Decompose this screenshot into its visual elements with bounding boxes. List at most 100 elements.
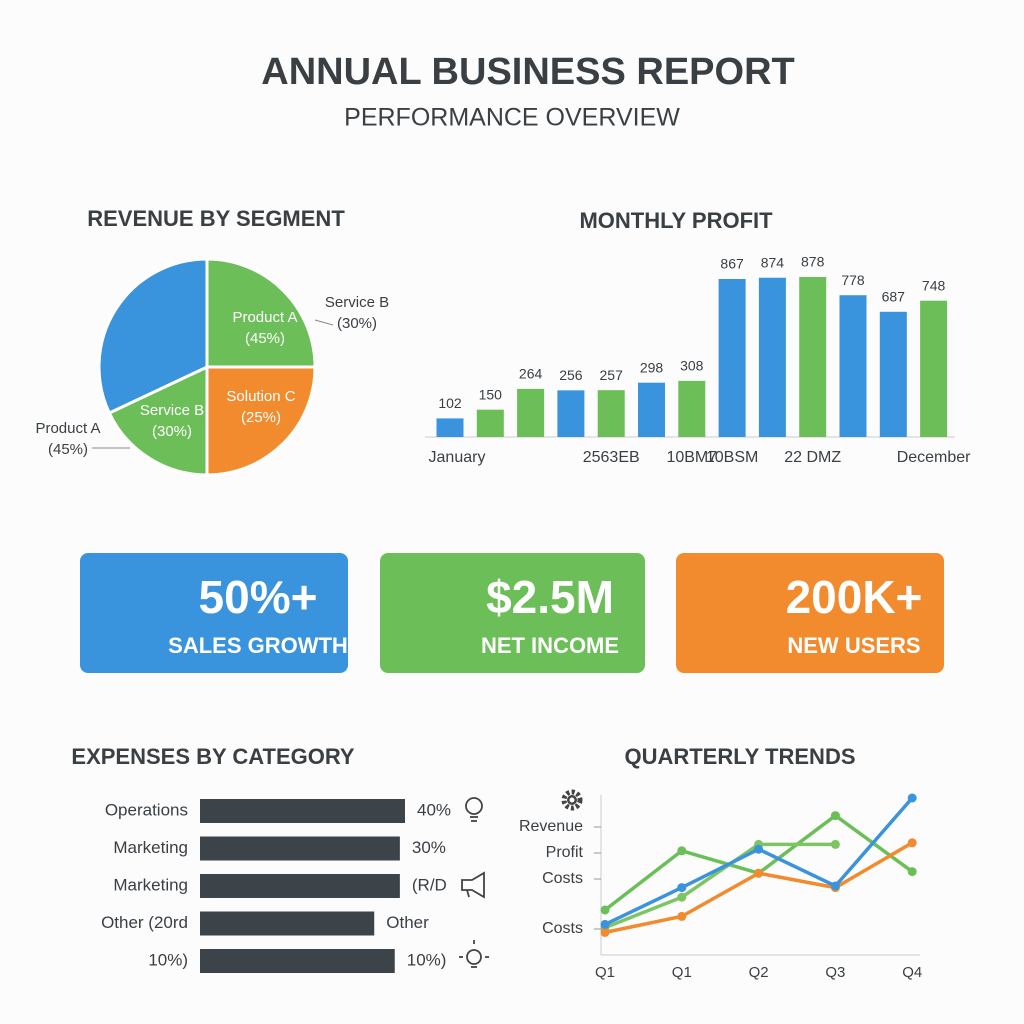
- gear-icon: [561, 789, 583, 811]
- page-subtitle: PERFORMANCE OVERVIEW: [344, 104, 680, 132]
- chart-title: EXPENSES BY CATEGORY: [71, 744, 355, 769]
- bar: [718, 279, 746, 437]
- value-label: 874: [761, 254, 785, 270]
- value-label: 102: [438, 395, 462, 411]
- bar: [476, 409, 504, 437]
- end-label: 40%: [417, 800, 451, 819]
- kpi-label: NET INCOME: [481, 633, 619, 658]
- bar: [799, 277, 827, 437]
- leader-line: [314, 319, 334, 326]
- y-label: Revenue: [519, 818, 583, 835]
- value-label: 878: [801, 254, 825, 270]
- bar: [678, 380, 706, 437]
- end-label: 10%): [407, 950, 447, 969]
- value-label: 778: [841, 272, 865, 288]
- category-label: Operations: [105, 800, 188, 819]
- page-title: ANNUAL BUSINESS REPORT: [261, 51, 794, 93]
- slice-label: (45%): [48, 441, 88, 458]
- line-point: [677, 911, 687, 921]
- kpi-value: 200K+: [786, 571, 923, 623]
- bar: [436, 418, 464, 437]
- end-label: (R/D: [412, 875, 447, 894]
- kpi-card: [380, 553, 645, 673]
- value-label: 748: [922, 277, 946, 293]
- bar: [200, 911, 375, 936]
- x-tick-label: Q1: [672, 964, 692, 981]
- slice-label: (25%): [241, 409, 281, 426]
- bar: [597, 390, 625, 437]
- value-label: 867: [720, 256, 744, 272]
- end-label: Other: [386, 913, 429, 932]
- slice-label: Service B: [140, 402, 204, 419]
- value-label: 150: [479, 386, 503, 402]
- kpi-value: 50%+: [199, 571, 318, 623]
- category-label: Marketing: [113, 838, 188, 857]
- slice-label: Solution C: [226, 388, 295, 405]
- slice-label: Product A: [35, 420, 100, 437]
- slice-label: (30%): [152, 423, 192, 440]
- line-point: [830, 811, 840, 821]
- chart-title: MONTHLY PROFIT: [579, 208, 773, 233]
- line-point: [830, 839, 840, 849]
- y-label: Profit: [546, 844, 584, 861]
- category-label: Marketing: [113, 875, 188, 894]
- chart-title: REVENUE BY SEGMENT: [87, 206, 345, 231]
- value-label: 687: [882, 289, 906, 305]
- x-tick-label: 10BM7: [666, 449, 717, 466]
- x-tick-label: Q2: [749, 964, 769, 981]
- kpi-card: [676, 553, 944, 673]
- line-point: [677, 892, 687, 902]
- kpi-label: SALES GROWTH: [168, 633, 348, 658]
- category-label: 10%): [148, 950, 188, 969]
- bar: [200, 836, 400, 861]
- bulb-icon: [459, 940, 489, 968]
- line-point: [907, 867, 917, 877]
- line-series: [604, 842, 836, 930]
- bar: [638, 382, 665, 437]
- megaphone-icon: [461, 871, 485, 899]
- x-tick-label: Q1: [595, 964, 615, 981]
- value-label: 298: [640, 359, 664, 375]
- slice-label: Service B: [325, 294, 389, 311]
- bar: [758, 277, 786, 437]
- bar: [200, 799, 405, 823]
- x-tick-label: 10BSM: [706, 449, 758, 466]
- bar: [879, 311, 907, 437]
- slice-label: (30%): [337, 315, 377, 332]
- x-tick-label: January: [429, 449, 486, 466]
- bar: [200, 874, 400, 898]
- y-label: Costs: [542, 870, 583, 887]
- pie-slice: [97, 257, 209, 415]
- slice-label: (45%): [245, 330, 285, 347]
- bar: [200, 949, 395, 973]
- category-label: Other (20rd: [101, 913, 188, 932]
- line-point: [677, 883, 687, 893]
- line-point: [600, 919, 610, 929]
- line-point: [600, 905, 610, 915]
- kpi-card: [80, 553, 348, 673]
- x-tick-label: Q4: [902, 964, 922, 981]
- chart-title: QUARTERLY TRENDS: [624, 744, 855, 769]
- bar: [839, 295, 867, 437]
- line-point: [907, 793, 917, 803]
- bar: [557, 390, 585, 437]
- end-label: 30%: [412, 838, 446, 857]
- line-point: [754, 868, 764, 878]
- line-point: [754, 844, 764, 854]
- bulb-icon: [465, 797, 483, 822]
- value-label: 308: [680, 358, 704, 374]
- value-label: 264: [519, 366, 543, 382]
- kpi-label: NEW USERS: [787, 633, 920, 658]
- x-tick-label: December: [897, 449, 971, 466]
- line-point: [600, 927, 610, 937]
- bar: [920, 300, 948, 437]
- x-tick-label: 2563EB: [583, 449, 640, 466]
- pie-slice: [205, 257, 317, 369]
- x-tick-label: Q3: [825, 964, 845, 981]
- x-tick-label: 22 DMZ: [784, 449, 841, 466]
- kpi-value: $2.5M: [486, 571, 614, 623]
- value-label: 257: [600, 367, 624, 383]
- line-point: [907, 838, 917, 848]
